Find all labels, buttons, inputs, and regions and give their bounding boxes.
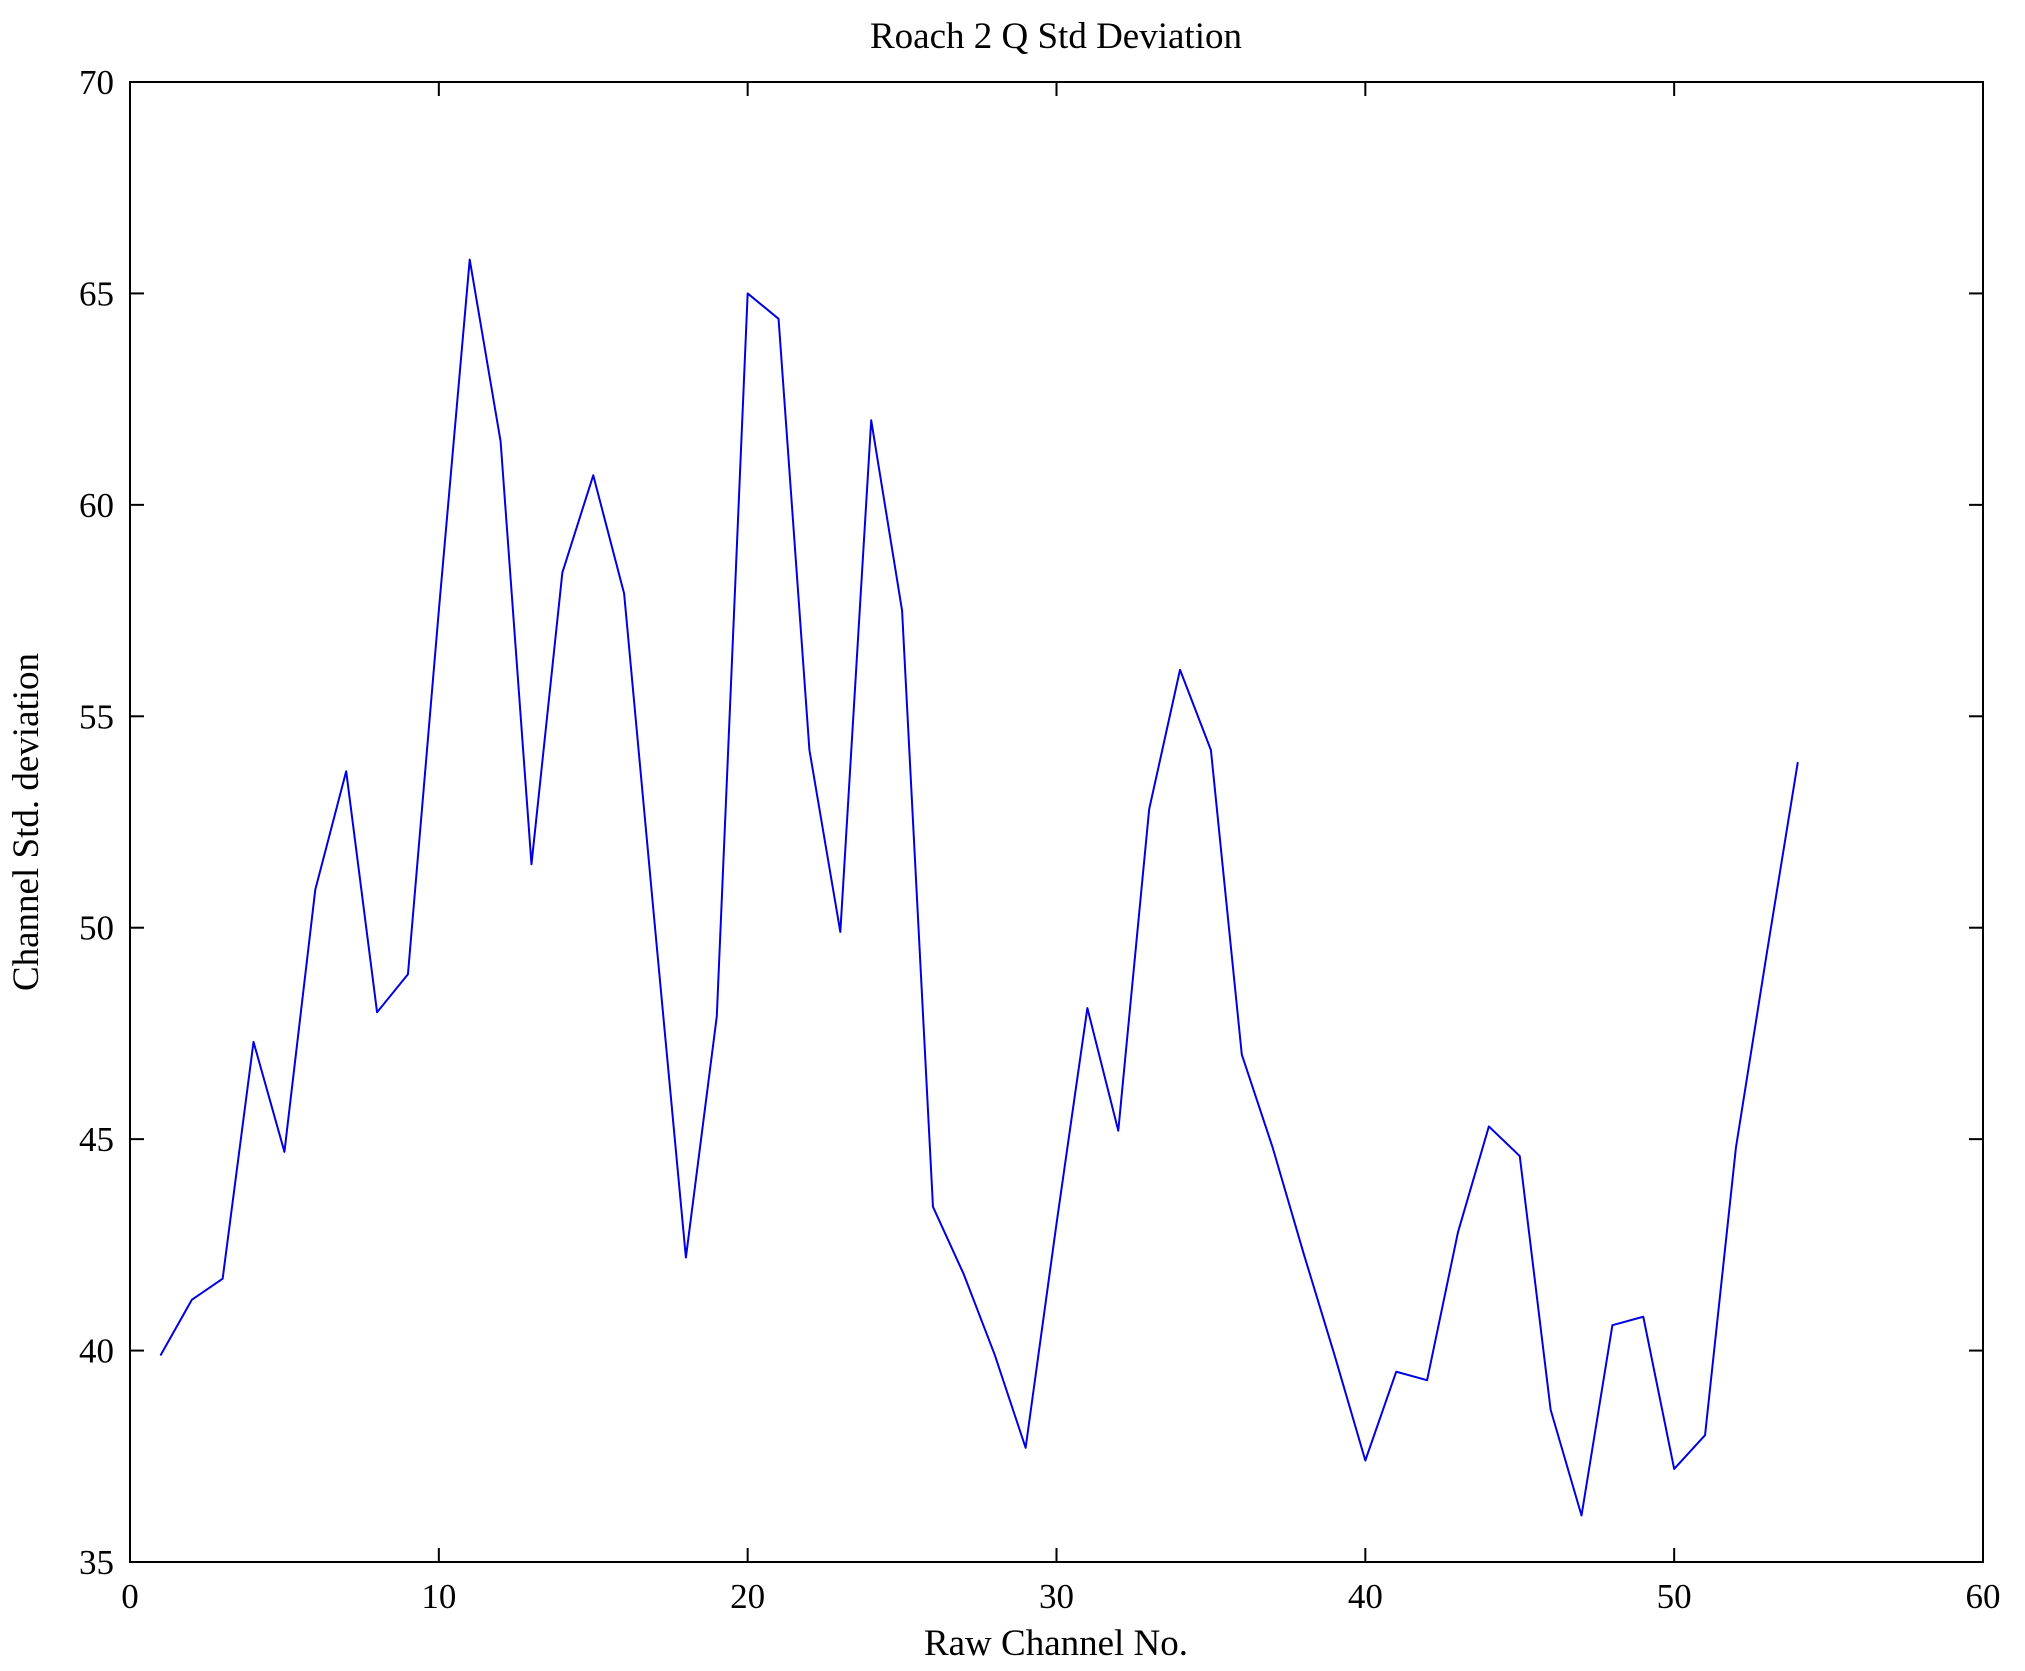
y-tick-label: 40 [79,1332,114,1371]
series-line [159,258,1799,1517]
x-tick-label: 10 [421,1577,456,1616]
plot-frame [129,81,1984,1563]
x-tick-label: 50 [1657,1577,1692,1616]
y-tick-label: 50 [79,909,114,948]
y-tick-label: 60 [79,486,114,525]
axes-box [129,81,1984,1563]
y-tick-label: 70 [79,63,114,102]
y-tick-label: 35 [79,1543,114,1582]
axis-ticks [129,81,1984,1563]
axis-tick-labels: 0 10 20 30 40 50 60 35 40 45 50 55 60 65 70 [79,63,2001,1616]
chart-title: Roach 2 Q Std Deviation [870,16,1242,57]
y-axis-label: Channel Std. deviation [6,653,47,991]
y-tick-label: 65 [79,274,114,313]
x-tick-label: 40 [1348,1577,1383,1616]
x-axis-label: Raw Channel No. [924,1623,1188,1664]
x-tick-label: 20 [730,1577,765,1616]
x-tick-label: 30 [1039,1577,1074,1616]
x-tick-label: 0 [121,1577,139,1616]
y-tick-label: 55 [79,697,114,736]
x-tick-label: 60 [1966,1577,2001,1616]
data-series [159,258,1799,1517]
y-tick-label: 45 [79,1120,114,1159]
